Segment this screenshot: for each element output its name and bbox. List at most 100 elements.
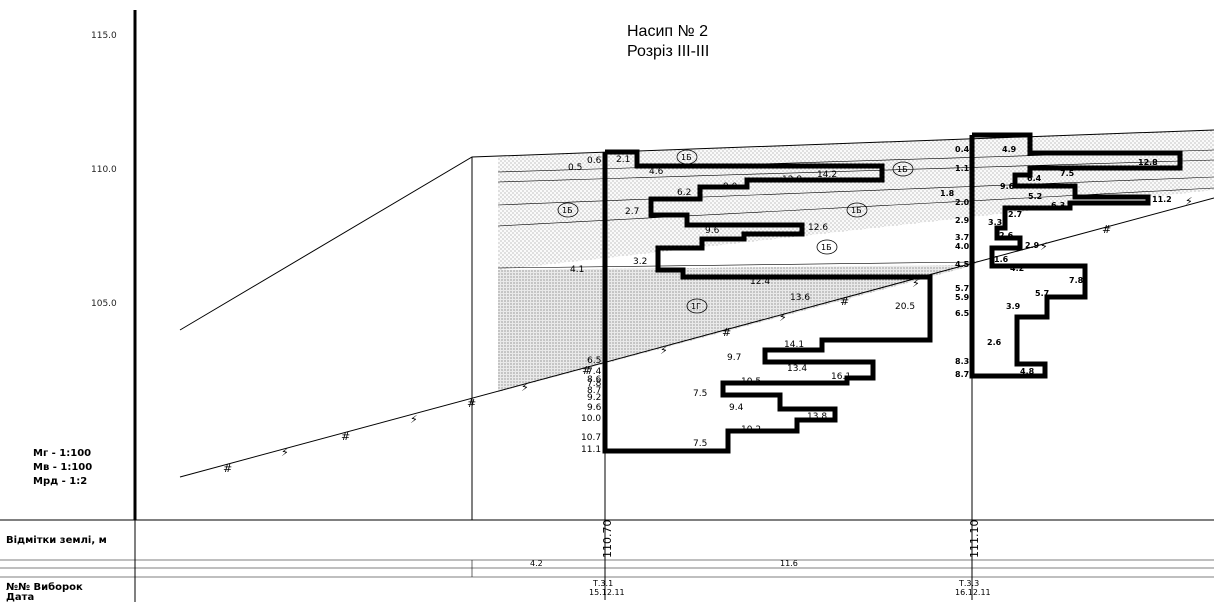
depth-label: 0.5 (568, 163, 582, 173)
svg-text:#: # (341, 430, 350, 443)
depth-label: 11.1 (581, 445, 601, 455)
moisture-value: 2.6 (999, 231, 1014, 240)
depth-label: 9.6 (587, 403, 602, 413)
depth-label: 1.8 (940, 189, 955, 198)
moisture-value: 13.4 (787, 364, 807, 374)
svg-text:#: # (722, 326, 731, 339)
moisture-value: 2.6 (987, 338, 1002, 347)
distance-1: 4.2 (530, 559, 543, 568)
depth-label: 0.4 (955, 145, 970, 154)
title-line-2: Розріз ІІІ-ІІІ (627, 43, 709, 60)
moisture-value: 13.6 (790, 293, 810, 303)
borehole-1-depths: 0.6 0.5 2.1 4.6 2.7 3.2 4.1 6.5 7.4 7.8 … (568, 155, 664, 455)
depth-label: 4.1 (570, 265, 584, 275)
layer-line-5 (497, 261, 976, 269)
tick-105: 105.0 (91, 299, 117, 309)
moisture-value: 9.6 (1000, 182, 1015, 191)
depth-label: 8.3 (955, 357, 969, 366)
moisture-profile-2 (969, 132, 1183, 379)
svg-text:⚡: ⚡ (521, 381, 529, 394)
borehole-1-date: 15.12.11 (589, 588, 625, 597)
tick-110: 110.0 (91, 165, 117, 175)
depth-label: 10.0 (581, 414, 601, 424)
depth-label: 9.2 (587, 393, 601, 403)
depth-label: 6.5 (955, 309, 970, 318)
svg-text:#: # (223, 462, 232, 475)
layer-line-3 (497, 176, 1214, 206)
distance-2: 11.6 (780, 559, 798, 568)
borehole-1-elevation: 110.70 (601, 520, 614, 559)
moisture-value: 6.4 (1027, 174, 1042, 183)
soil-label: 1Г (691, 302, 701, 311)
moisture-value: 9.6 (705, 226, 720, 236)
depth-label: 10.7 (581, 433, 601, 443)
svg-text:#: # (467, 397, 476, 410)
moisture-value: 6.3 (1051, 201, 1065, 210)
title-line-1: Насип № 2 (627, 23, 708, 40)
moisture-value: 9.4 (729, 403, 744, 413)
moisture-value: 20.5 (895, 302, 915, 312)
moisture-value: 3.9 (1006, 302, 1021, 311)
moisture-value: 7.8 (1069, 276, 1084, 285)
depth-label: 1.1 (955, 164, 970, 173)
depth-label: 4.6 (649, 167, 664, 177)
moisture-value: 2.9 (1025, 241, 1040, 250)
moisture-value: 12.4 (750, 277, 770, 287)
soil-label: 1Б (851, 206, 862, 215)
moisture-profile-1 (602, 149, 933, 454)
borehole-2-date: 16.12.11 (955, 588, 991, 597)
row-label-date: Дата (6, 592, 34, 602)
borehole-1-moisture-values: 14.2 12.8 9.0 6.2 12.6 9.6 12.4 13.6 20.… (677, 170, 915, 449)
svg-text:⚡: ⚡ (912, 277, 920, 290)
moisture-value: 10.2 (741, 425, 761, 435)
depth-label: 7.8 (587, 379, 602, 389)
scale-horizontal: Мг - 1:100 (33, 448, 91, 459)
depth-label: 2.9 (955, 216, 970, 225)
depth-label: 8.7 (955, 370, 969, 379)
soil-label: 1Б (562, 206, 573, 215)
moisture-value: 7.5 (693, 439, 707, 449)
moisture-value: 11.2 (1152, 195, 1172, 204)
borehole-2-depths: 0.4 1.1 1.8 2.0 2.9 3.7 4.0 4.5 5.7 5.9 … (940, 145, 970, 379)
depth-label: 6.5 (587, 356, 601, 366)
depth-label: 2.0 (955, 198, 970, 207)
natural-ground-line (179, 197, 1214, 478)
svg-text:#: # (582, 364, 591, 377)
borehole-1-name: Т.3.1 (592, 579, 613, 588)
moisture-value: 2.7 (1008, 210, 1022, 219)
svg-text:⚡: ⚡ (1040, 240, 1048, 253)
borehole-2-elevation: 111.10 (968, 520, 981, 559)
layer-line-2 (497, 159, 1214, 183)
moisture-value: 12.8 (782, 175, 802, 185)
svg-text:⚡: ⚡ (779, 311, 787, 324)
svg-text:⚡: ⚡ (660, 344, 668, 357)
depth-label: 2.1 (616, 155, 630, 165)
depth-label: 5.9 (955, 293, 970, 302)
depth-label: 4.0 (955, 242, 970, 251)
svg-text:⚡: ⚡ (281, 446, 289, 459)
soil-label: 1Б (897, 165, 908, 174)
scale-ground: Мрд - 1:2 (33, 476, 87, 487)
moisture-value: 12.8 (1138, 158, 1158, 167)
ground-hatch-marks: # ⚡ # ⚡ # ⚡ # ⚡ # ⚡ # ⚡ ⚡ # ⚡ (223, 195, 1193, 475)
depth-label: 8.6 (587, 375, 602, 385)
moisture-value: 4.2 (1010, 264, 1024, 273)
moisture-value: 6.2 (677, 188, 691, 198)
moisture-value: 10.5 (741, 377, 761, 387)
layer-line-4 (497, 187, 1214, 227)
depth-label: 7.4 (587, 367, 602, 377)
svg-text:#: # (840, 295, 849, 308)
depth-label: 2.7 (625, 207, 639, 217)
moisture-value: 12.6 (808, 223, 828, 233)
borehole-2-name: Т.3.3 (958, 579, 979, 588)
depth-label: 3.2 (633, 257, 647, 267)
row-label-elevations: Відмітки землі, м (6, 535, 107, 546)
soil-label: 1Б (681, 153, 692, 162)
moisture-value: 14.2 (817, 170, 837, 180)
depth-label: 4.5 (955, 260, 970, 269)
row-label-samples: №№ Виборок (6, 581, 83, 593)
svg-text:⚡: ⚡ (410, 413, 418, 426)
moisture-value: 3.3 (988, 218, 1002, 227)
depth-label: 3.7 (955, 233, 969, 242)
